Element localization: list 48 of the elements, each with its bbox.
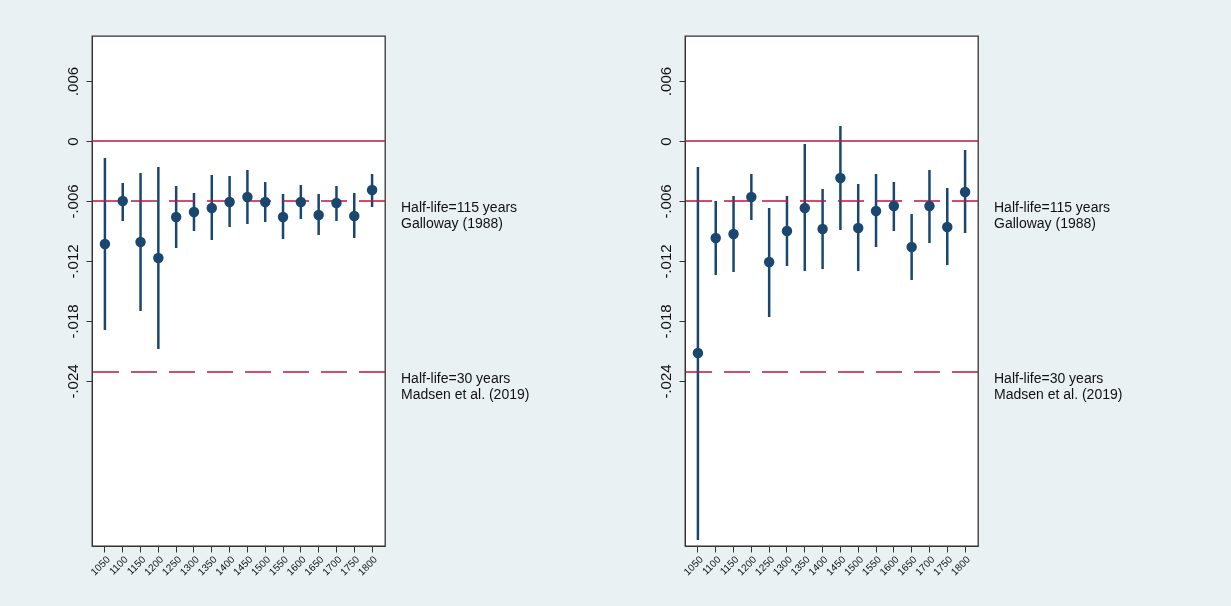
point (870, 205, 882, 217)
y-tick-label: -.018 (63, 304, 81, 339)
y-tick-label: -.024 (656, 364, 674, 399)
y-tick-label: -.006 (656, 184, 674, 219)
text: Half-life=115 years Galloway (1988) (994, 199, 1111, 231)
point (728, 228, 739, 240)
point (835, 172, 846, 184)
point (117, 195, 128, 207)
point (153, 252, 164, 264)
y-tick-label: 0 (656, 137, 674, 146)
point (277, 211, 289, 223)
point (99, 238, 111, 250)
point (906, 241, 917, 253)
y-tick-label: 0 (63, 137, 81, 146)
point (692, 347, 704, 359)
point (313, 209, 324, 221)
y-tick-label: .006 (656, 66, 674, 97)
text: Half-life=115 years Galloway (1988) (401, 199, 518, 231)
point (135, 236, 146, 248)
point (170, 211, 182, 223)
point (295, 196, 307, 208)
y-tick-label: -.012 (656, 244, 674, 279)
point (746, 191, 757, 203)
point (366, 184, 378, 196)
point (710, 232, 721, 244)
point (224, 196, 235, 208)
point (852, 222, 864, 234)
point (942, 221, 953, 233)
point (188, 206, 200, 218)
point (924, 200, 935, 212)
point (799, 202, 811, 214)
y-tick-label: .006 (63, 66, 81, 97)
y-tick-label: -.024 (63, 364, 81, 399)
point (242, 191, 253, 203)
point (206, 202, 218, 214)
point (259, 196, 271, 208)
y-tick-label: -.006 (63, 184, 81, 219)
point (817, 223, 828, 235)
y-tick-label: -.018 (656, 304, 674, 339)
y-tick-label: -.012 (63, 244, 81, 279)
point (888, 200, 900, 212)
text: Half-life=30 years Madsen et al. (2019) (401, 370, 530, 402)
text: Half-life=30 years Madsen et al. (2019) (994, 370, 1123, 402)
point (349, 210, 360, 222)
point (959, 186, 971, 198)
point (763, 256, 775, 268)
point (781, 225, 793, 237)
point (331, 197, 342, 209)
